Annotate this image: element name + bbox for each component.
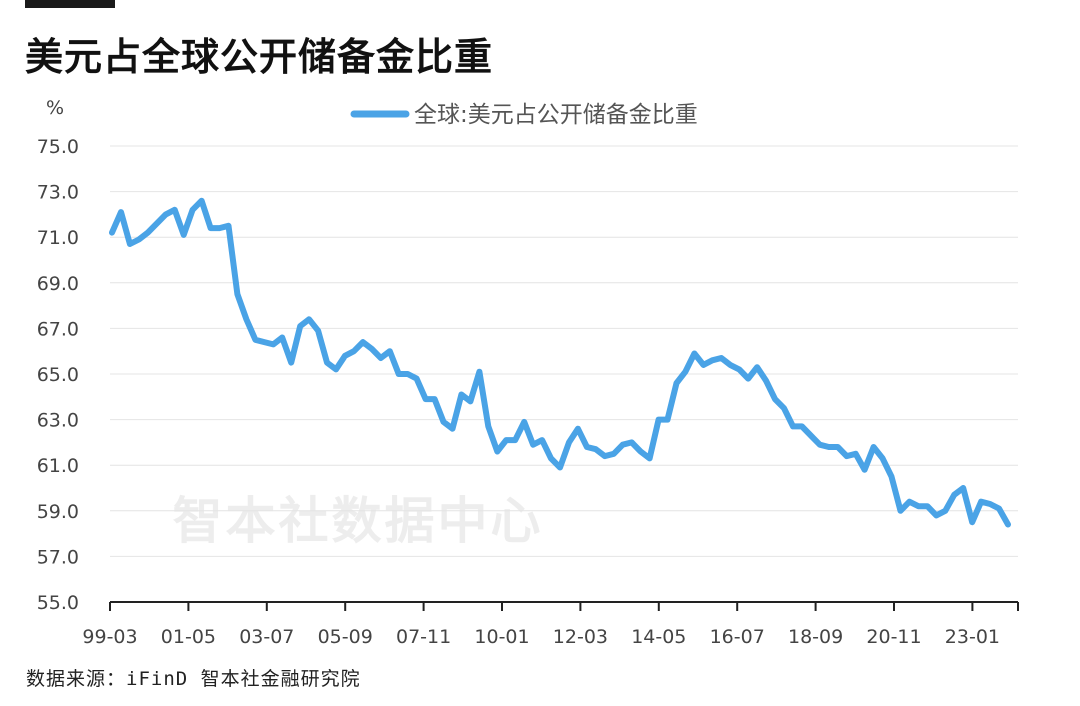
- x-tick-label: 05-09: [318, 626, 373, 648]
- y-axis-unit-label: %: [46, 97, 64, 119]
- x-tick-label: 10-01: [474, 626, 529, 648]
- legend-entry: 全球:美元占公开储备金比重: [414, 102, 698, 128]
- watermark-text: 智本社数据中心: [173, 492, 544, 550]
- x-tick-label: 99-03: [82, 626, 137, 648]
- top-accent-bar: [25, 0, 115, 8]
- x-tick-label: 18-09: [788, 626, 843, 648]
- y-tick-label: 65.0: [37, 364, 79, 386]
- y-tick-label: 63.0: [37, 410, 79, 432]
- data-source: 数据来源：iFinD 智本社金融研究院: [26, 668, 361, 690]
- y-tick-label: 69.0: [37, 273, 79, 295]
- y-tick-label: 59.0: [37, 501, 79, 523]
- y-tick-label: 67.0: [37, 318, 79, 340]
- y-tick-label: 55.0: [37, 592, 79, 614]
- x-tick-label: 14-05: [631, 626, 686, 648]
- x-tick-label: 16-07: [710, 626, 765, 648]
- x-tick-label: 03-07: [239, 626, 294, 648]
- y-tick-label: 73.0: [37, 182, 79, 204]
- x-tick-label: 20-11: [866, 626, 921, 648]
- x-tick-label: 23-01: [945, 626, 1000, 648]
- series-line: [109, 197, 1011, 528]
- y-tick-label: 75.0: [37, 136, 79, 158]
- page-title: 美元占全球公开储备金比重: [25, 35, 494, 79]
- x-tick-label: 07-11: [396, 626, 451, 648]
- y-tick-label: 57.0: [37, 546, 79, 568]
- x-tick-label: 01-05: [161, 626, 216, 648]
- y-tick-label: 61.0: [37, 455, 79, 477]
- y-tick-label: 71.0: [37, 227, 79, 249]
- x-tick-label: 12-03: [553, 626, 608, 648]
- legend: 全球:美元占公开储备金比重: [350, 102, 698, 128]
